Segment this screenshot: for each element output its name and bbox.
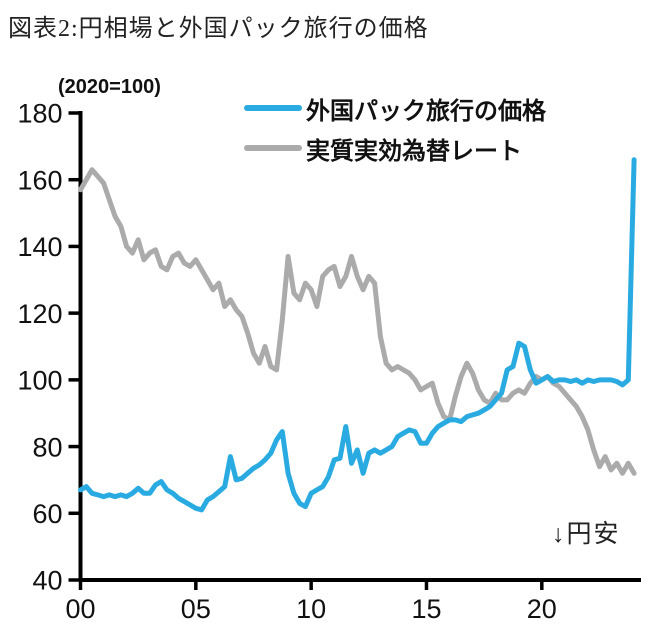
yen-depreciation-annotation: ↓円安 (552, 520, 621, 548)
reer-line-swatch (244, 145, 302, 151)
chart-title: 図表2:円相場と外国パック旅行の価格 (8, 16, 429, 42)
x-tick-label: 15 (411, 594, 441, 624)
y-tick-label: 60 (32, 499, 62, 529)
axis-unit-label: (2020=100) (58, 76, 161, 98)
y-tick-label: 160 (17, 165, 62, 195)
y-tick-label: 180 (17, 99, 62, 129)
legend-item-reer: 実質実効為替レート (244, 128, 546, 168)
legend-item-tour-price: 外国パック旅行の価格 (244, 88, 546, 128)
x-tick-label: 10 (296, 594, 326, 624)
y-tick-label: 40 (32, 566, 62, 596)
series-line-reer (78, 167, 637, 476)
y-tick-label: 100 (17, 366, 62, 396)
legend-label-tour-price: 外国パック旅行の価格 (306, 97, 546, 125)
y-tick-label: 120 (17, 299, 62, 329)
x-tick-label: 05 (181, 594, 211, 624)
x-tick-label: 20 (527, 594, 557, 624)
x-tick-label: 00 (65, 594, 95, 624)
series-line-tour-price (78, 157, 637, 513)
y-tick-label: 140 (17, 232, 62, 262)
tour-price-line-swatch (244, 105, 302, 111)
y-tick-label: 80 (32, 432, 62, 462)
legend: 外国パック旅行の価格 実質実効為替レート (244, 88, 546, 168)
legend-label-reer: 実質実効為替レート (306, 137, 522, 165)
